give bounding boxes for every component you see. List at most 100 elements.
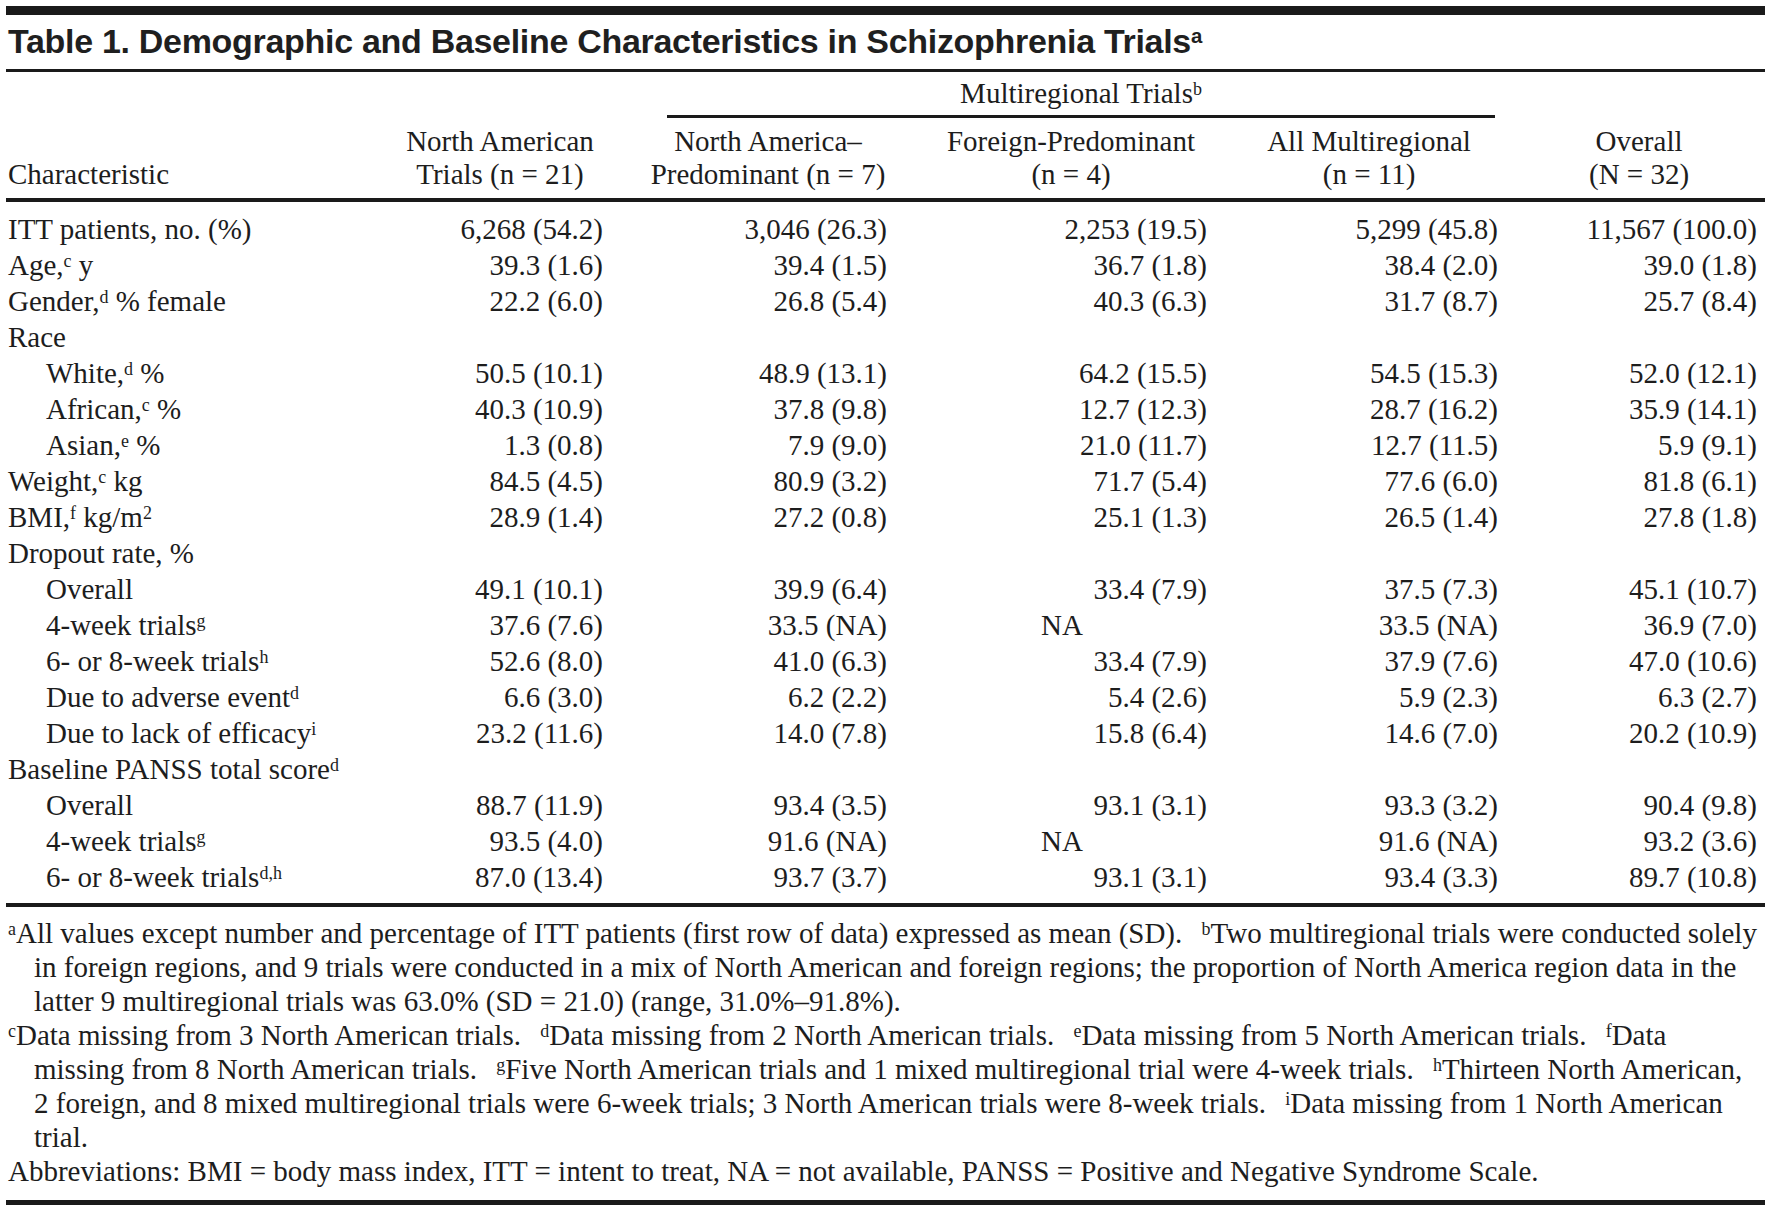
cell-overall: 90.4 (9.8)	[1513, 787, 1765, 823]
cell-north-america-predominant: 7.9 (9.0)	[619, 427, 917, 463]
table-row: Asian,e % 1.3 (0.8) 7.9 (9.0) 21.0 (11.7…	[6, 427, 1765, 463]
row-label: 4-week trialsg	[6, 823, 381, 859]
footnotes: aAll values except number and percentage…	[6, 907, 1765, 1192]
row-label: 6- or 8-week trialsh	[6, 643, 381, 679]
row-label: African,c %	[6, 391, 381, 427]
row-label: Overall	[6, 787, 381, 823]
cell-overall: 5.9 (9.1)	[1513, 427, 1765, 463]
row-label: Asian,e %	[6, 427, 381, 463]
column-header-north-american-trials: North American Trials (n = 21)	[381, 125, 619, 200]
footnote-marker: a	[8, 919, 16, 939]
cell-all-multiregional: 93.4 (3.3)	[1225, 859, 1513, 903]
cell-foreign-predominant: 12.7 (12.3)	[917, 391, 1225, 427]
footnote-marker: d	[540, 1021, 549, 1041]
row-label: Weight,c kg	[6, 463, 381, 499]
abbreviations-note: Abbreviations: BMI = body mass index, IT…	[8, 1154, 1763, 1188]
cell-north-america-predominant: 39.9 (6.4)	[619, 571, 917, 607]
cell-north-american-trials: 1.3 (0.8)	[381, 427, 619, 463]
multiregional-span-header: Multiregional Trialsb	[619, 72, 1513, 125]
column-header-row: Characteristic North American Trials (n …	[6, 125, 1765, 200]
cell-foreign-predominant: 21.0 (11.7)	[917, 427, 1225, 463]
cell-all-multiregional: 28.7 (16.2)	[1225, 391, 1513, 427]
section-row: Race	[6, 319, 1765, 355]
footnote-marker: c	[142, 395, 150, 415]
cell-overall: 93.2 (3.6)	[1513, 823, 1765, 859]
cell-all-multiregional: 31.7 (8.7)	[1225, 283, 1513, 319]
column-header-characteristic: Characteristic	[6, 125, 381, 200]
cell-north-america-predominant: 93.7 (3.7)	[619, 859, 917, 903]
cell-north-american-trials: 23.2 (11.6)	[381, 715, 619, 751]
cell-north-american-trials: 37.6 (7.6)	[381, 607, 619, 643]
cell-north-america-predominant: 93.4 (3.5)	[619, 787, 917, 823]
cell-overall: 81.8 (6.1)	[1513, 463, 1765, 499]
cell-north-american-trials: 22.2 (6.0)	[381, 283, 619, 319]
cell-north-america-predominant: 48.9 (13.1)	[619, 355, 917, 391]
cell-all-multiregional: 33.5 (NA)	[1225, 607, 1513, 643]
column-header-north-america-predominant: North America– Predominant (n = 7)	[619, 125, 917, 200]
row-label: Overall	[6, 571, 381, 607]
cell-north-american-trials: 40.3 (10.9)	[381, 391, 619, 427]
footnote-marker: f	[1606, 1021, 1612, 1041]
cell-overall: 45.1 (10.7)	[1513, 571, 1765, 607]
cell-all-multiregional: 77.6 (6.0)	[1225, 463, 1513, 499]
cell-all-multiregional: 26.5 (1.4)	[1225, 499, 1513, 535]
cell-all-multiregional: 5.9 (2.3)	[1225, 679, 1513, 715]
footnote-marker: i	[311, 719, 316, 739]
cell-overall: 27.8 (1.8)	[1513, 499, 1765, 535]
footnote-marker: d	[99, 287, 108, 307]
row-label: Due to adverse eventd	[6, 679, 381, 715]
cell-overall: 6.3 (2.7)	[1513, 679, 1765, 715]
cell-overall: 35.9 (14.1)	[1513, 391, 1765, 427]
cell-foreign-predominant: 2,253 (19.5)	[917, 200, 1225, 247]
footnote-marker: i	[1285, 1089, 1290, 1109]
cell-overall: 39.0 (1.8)	[1513, 247, 1765, 283]
cell-all-multiregional: 91.6 (NA)	[1225, 823, 1513, 859]
multiregional-span-rule: Multiregional Trialsb	[667, 76, 1495, 118]
table-row: 4-week trialsg 37.6 (7.6) 33.5 (NA) NA 3…	[6, 607, 1765, 643]
footnote-marker: d,h	[259, 863, 281, 883]
cell-all-multiregional: 93.3 (3.2)	[1225, 787, 1513, 823]
table-row: White,d % 50.5 (10.1) 48.9 (13.1) 64.2 (…	[6, 355, 1765, 391]
cell-overall: 52.0 (12.1)	[1513, 355, 1765, 391]
table-row: Age,c y 39.3 (1.6) 39.4 (1.5) 36.7 (1.8)…	[6, 247, 1765, 283]
cell-north-america-predominant: 3,046 (26.3)	[619, 200, 917, 247]
row-label: 6- or 8-week trialsd,h	[6, 859, 381, 903]
cell-foreign-predominant: 25.1 (1.3)	[917, 499, 1225, 535]
cell-overall: 47.0 (10.6)	[1513, 643, 1765, 679]
table-row: ITT patients, no. (%) 6,268 (54.2) 3,046…	[6, 200, 1765, 247]
section-row: Dropout rate, %	[6, 535, 1765, 571]
cell-foreign-predominant: 33.4 (7.9)	[917, 643, 1225, 679]
cell-foreign-predominant: 71.7 (5.4)	[917, 463, 1225, 499]
table-row: BMI,f kg/m2 28.9 (1.4) 27.2 (0.8) 25.1 (…	[6, 499, 1765, 535]
section-row: Baseline PANSS total scored	[6, 751, 1765, 787]
cell-all-multiregional: 38.4 (2.0)	[1225, 247, 1513, 283]
cell-north-american-trials: 6,268 (54.2)	[381, 200, 619, 247]
row-label: White,d %	[6, 355, 381, 391]
span-header-row: Multiregional Trialsb	[6, 72, 1765, 125]
table-row: Due to adverse eventd 6.6 (3.0) 6.2 (2.2…	[6, 679, 1765, 715]
cell-foreign-predominant: 5.4 (2.6)	[917, 679, 1225, 715]
table-row: African,c % 40.3 (10.9) 37.8 (9.8) 12.7 …	[6, 391, 1765, 427]
footnote-marker: h	[1433, 1055, 1442, 1075]
table-body: ITT patients, no. (%) 6,268 (54.2) 3,046…	[6, 200, 1765, 903]
column-header-foreign-predominant: Foreign-Predominant (n = 4)	[917, 125, 1225, 200]
cell-north-american-trials: 87.0 (13.4)	[381, 859, 619, 903]
cell-foreign-predominant: 33.4 (7.9)	[917, 571, 1225, 607]
footnote-marker: g	[197, 827, 206, 847]
cell-foreign-predominant: 40.3 (6.3)	[917, 283, 1225, 319]
cell-north-american-trials: 49.1 (10.1)	[381, 571, 619, 607]
span-header-footnote-marker: b	[1193, 79, 1202, 99]
footnote-marker: d	[290, 683, 299, 703]
demographics-table: Multiregional Trialsb Characteristic Nor…	[6, 72, 1765, 903]
footnote-marker: e	[1073, 1021, 1081, 1041]
footnote-marker: 2	[143, 503, 152, 523]
cell-all-multiregional: 14.6 (7.0)	[1225, 715, 1513, 751]
cell-foreign-predominant: 64.2 (15.5)	[917, 355, 1225, 391]
cell-north-america-predominant: 80.9 (3.2)	[619, 463, 917, 499]
table-row: 6- or 8-week trialsh 52.6 (8.0) 41.0 (6.…	[6, 643, 1765, 679]
cell-all-multiregional: 5,299 (45.8)	[1225, 200, 1513, 247]
row-label: 4-week trialsg	[6, 607, 381, 643]
table-row: Overall 88.7 (11.9) 93.4 (3.5) 93.1 (3.1…	[6, 787, 1765, 823]
table-row: Gender,d % female 22.2 (6.0) 26.8 (5.4) …	[6, 283, 1765, 319]
footnote-d: dData missing from 2 North American tria…	[540, 1019, 1054, 1051]
